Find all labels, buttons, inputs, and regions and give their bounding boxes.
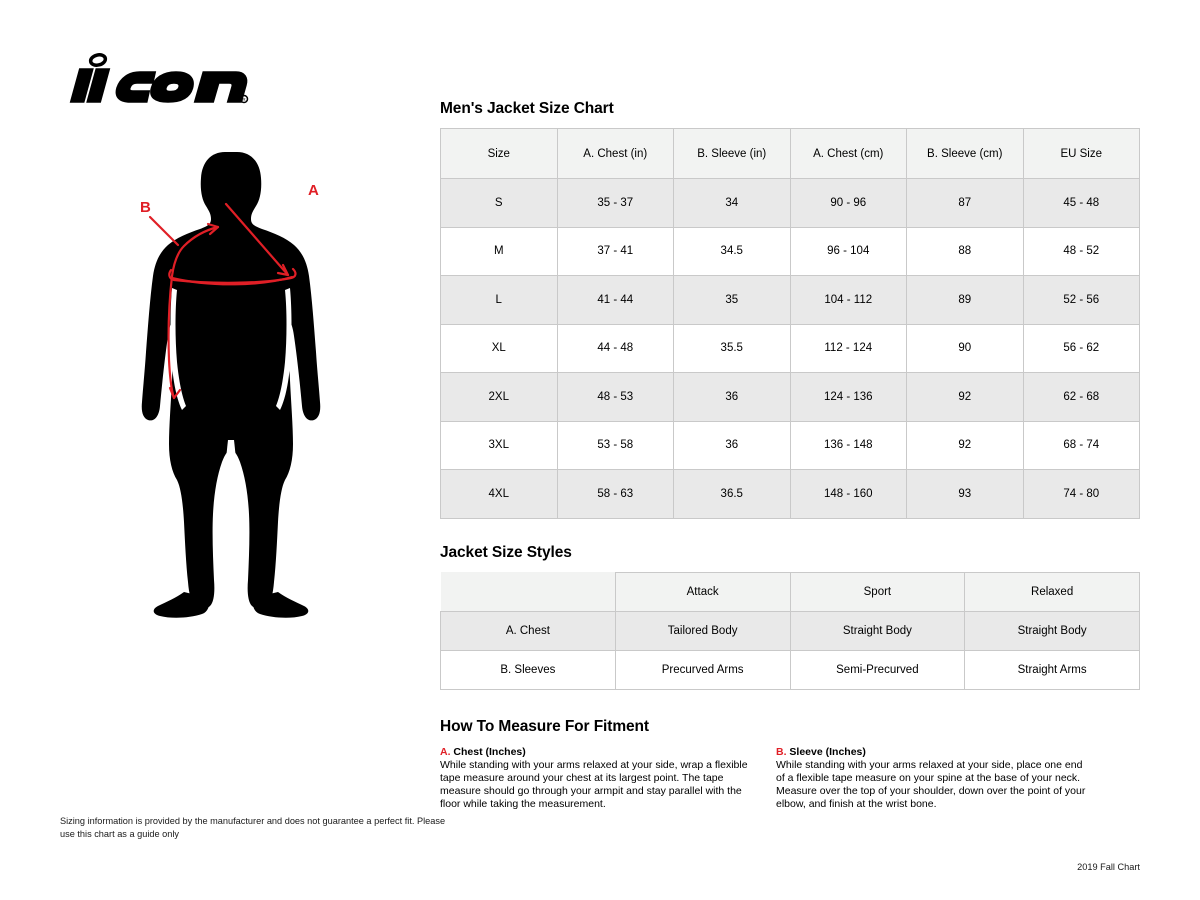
cell-sleeve-in: 36.5 <box>673 469 791 519</box>
cell-chest-cm: 104 - 112 <box>789 275 907 325</box>
cell-size: 4XL <box>440 469 558 519</box>
table-row: 3XL 53 - 58 36 136 - 148 92 68 - 74 <box>440 420 1140 470</box>
styles-corner-cell <box>440 572 616 611</box>
cell-chest-cm: 112 - 124 <box>789 323 907 373</box>
cell-sleeve-in: 36 <box>673 420 791 470</box>
size-chart-title: Men's Jacket Size Chart <box>440 100 614 117</box>
styles-chart-title: Jacket Size Styles <box>440 543 572 561</box>
cell-chest-in: 53 - 58 <box>556 420 674 470</box>
col-header-eu-size: EU Size <box>1022 128 1140 179</box>
cell-size: S <box>440 178 558 228</box>
col-header-size: Size <box>440 128 558 179</box>
disclaimer-text: Sizing information is provided by the ma… <box>60 816 446 839</box>
cell-eu-size: 48 - 52 <box>1022 226 1140 276</box>
cell-chest-cm: 90 - 96 <box>789 178 907 228</box>
measure-sleeve-heading: B. Sleeve (Inches) <box>776 746 1086 758</box>
table-row: 2XL 48 - 53 36 124 - 136 92 62 - 68 <box>440 372 1140 422</box>
figure-label-a: A <box>308 182 319 199</box>
cell-eu-size: 62 - 68 <box>1022 372 1140 422</box>
cell-eu-size: 74 - 80 <box>1022 469 1140 519</box>
cell-size: M <box>440 226 558 276</box>
col-header-sleeve-in: B. Sleeve (in) <box>673 128 791 179</box>
measure-letter-a: A. <box>440 745 451 758</box>
measure-title: How To Measure For Fitment <box>440 717 649 735</box>
jacket-size-styles-table: Attack Sport Relaxed A. Chest Tailored B… <box>440 571 1140 690</box>
cell-sleeve-in: 34.5 <box>673 226 791 276</box>
col-header-sleeve-cm: B. Sleeve (cm) <box>906 128 1024 179</box>
cell-sleeve-in: 35 <box>673 275 791 325</box>
table-row: XL 44 - 48 35.5 112 - 124 90 56 - 62 <box>440 323 1140 373</box>
cell-sleeve-cm: 89 <box>906 275 1024 325</box>
cell-sleeve-in: 34 <box>673 178 791 228</box>
measure-item-chest: A. Chest (Inches) While standing with yo… <box>440 746 750 812</box>
cell-sleeve-in: 35.5 <box>673 323 791 373</box>
cell-sleeve-cm: 93 <box>906 469 1024 519</box>
cell-sleeve-cm: 88 <box>906 226 1024 276</box>
styles-cell-attack: Tailored Body <box>614 610 791 651</box>
measure-chest-heading: A. Chest (Inches) <box>440 746 750 758</box>
measure-letter-b: B. <box>776 745 787 758</box>
cell-size: 2XL <box>440 372 558 422</box>
table-row: 4XL 58 - 63 36.5 148 - 160 93 74 - 80 <box>440 469 1140 519</box>
styles-cell-attack: Precurved Arms <box>614 649 791 690</box>
measure-sleeve-body: While standing with your arms relaxed at… <box>776 758 1086 811</box>
footer-chart-season: 2019 Fall Chart <box>1077 862 1140 872</box>
styles-col-relaxed: Relaxed <box>964 571 1140 612</box>
svg-text:R: R <box>242 97 246 102</box>
cell-chest-cm: 136 - 148 <box>789 420 907 470</box>
styles-col-sport: Sport <box>789 571 966 612</box>
styles-cell-relaxed: Straight Body <box>964 610 1140 651</box>
styles-cell-sport: Straight Body <box>789 610 966 651</box>
cell-chest-in: 44 - 48 <box>556 323 674 373</box>
cell-size: XL <box>440 323 558 373</box>
table-row: S 35 - 37 34 90 - 96 87 45 - 48 <box>440 178 1140 228</box>
body-diagram: B A <box>110 140 360 640</box>
size-table-header-row: Size A. Chest (in) B. Sleeve (in) A. Che… <box>440 128 1140 179</box>
styles-cell-sport: Semi-Precurved <box>789 649 966 690</box>
cell-sleeve-cm: 90 <box>906 323 1024 373</box>
male-silhouette-icon: B A <box>140 152 321 618</box>
cell-chest-cm: 148 - 160 <box>789 469 907 519</box>
cell-chest-in: 48 - 53 <box>556 372 674 422</box>
table-row: L 41 - 44 35 104 - 112 89 52 - 56 <box>440 275 1140 325</box>
styles-cell-relaxed: Straight Arms <box>964 649 1140 690</box>
cell-size: L <box>440 275 558 325</box>
styles-row-label: B. Sleeves <box>440 649 616 690</box>
cell-sleeve-in: 36 <box>673 372 791 422</box>
mens-jacket-size-table: Size A. Chest (in) B. Sleeve (in) A. Che… <box>440 128 1140 519</box>
table-row: A. Chest Tailored Body Straight Body Str… <box>440 610 1140 651</box>
styles-col-attack: Attack <box>614 571 791 612</box>
cell-chest-in: 37 - 41 <box>556 226 674 276</box>
styles-header-row: Attack Sport Relaxed <box>440 571 1140 612</box>
table-row: B. Sleeves Precurved Arms Semi-Precurved… <box>440 649 1140 690</box>
cell-sleeve-cm: 92 <box>906 372 1024 422</box>
styles-row-label: A. Chest <box>440 610 616 651</box>
cell-size: 3XL <box>440 420 558 470</box>
measure-chest-heading-text: Chest (Inches) <box>453 745 526 758</box>
cell-chest-in: 58 - 63 <box>556 469 674 519</box>
measure-chest-body: While standing with your arms relaxed at… <box>440 758 748 811</box>
measure-sleeve-heading-text: Sleeve (Inches) <box>789 745 866 758</box>
cell-sleeve-cm: 92 <box>906 420 1024 470</box>
col-header-chest-cm: A. Chest (cm) <box>789 128 907 179</box>
figure-label-b: B <box>140 199 151 216</box>
icon-wordmark-logo: R <box>69 53 249 104</box>
col-header-chest-in: A. Chest (in) <box>556 128 674 179</box>
cell-eu-size: 52 - 56 <box>1022 275 1140 325</box>
cell-eu-size: 45 - 48 <box>1022 178 1140 228</box>
cell-chest-in: 35 - 37 <box>556 178 674 228</box>
brand-logo: R <box>60 48 250 110</box>
cell-chest-cm: 96 - 104 <box>789 226 907 276</box>
cell-sleeve-cm: 87 <box>906 178 1024 228</box>
cell-chest-in: 41 - 44 <box>556 275 674 325</box>
table-row: M 37 - 41 34.5 96 - 104 88 48 - 52 <box>440 226 1140 276</box>
cell-eu-size: 68 - 74 <box>1022 420 1140 470</box>
cell-eu-size: 56 - 62 <box>1022 323 1140 373</box>
measure-item-sleeve: B. Sleeve (Inches) While standing with y… <box>776 746 1086 812</box>
cell-chest-cm: 124 - 136 <box>789 372 907 422</box>
